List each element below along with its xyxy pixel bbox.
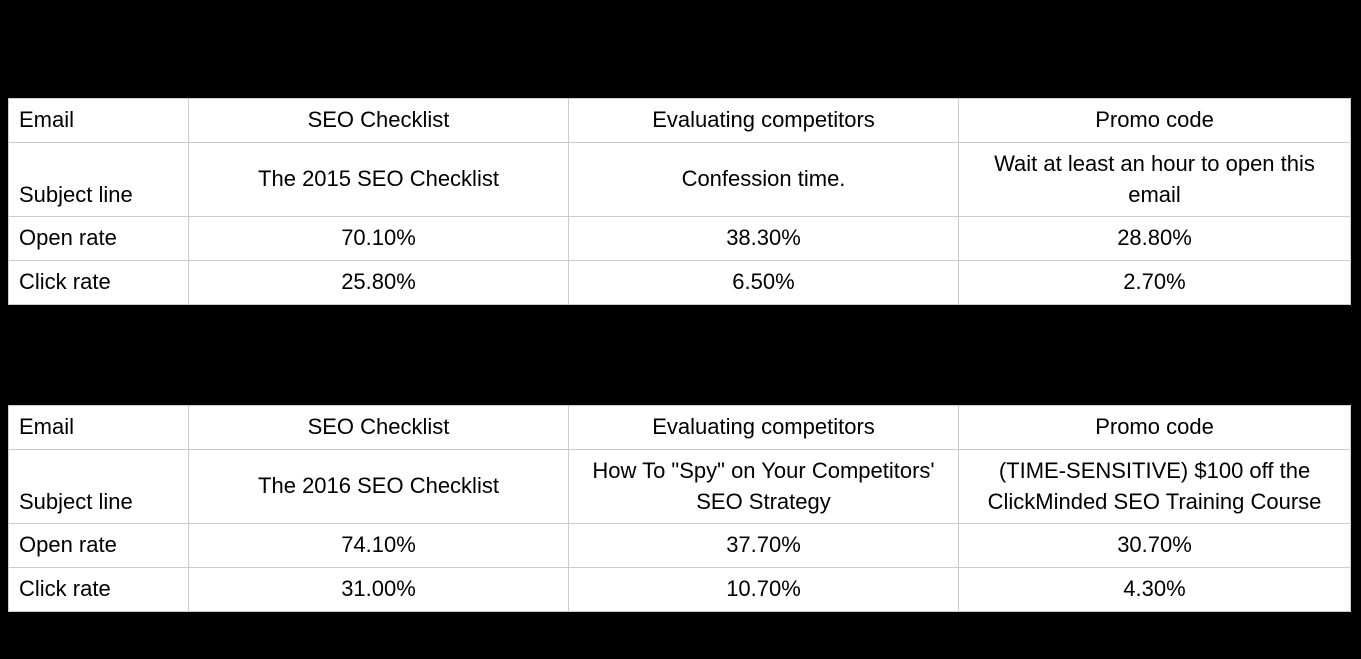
table-row: Email SEO Checklist Evaluating competito…	[9, 405, 1351, 449]
table-row: Open rate 70.10% 38.30% 28.80%	[9, 217, 1351, 261]
cell-email: SEO Checklist	[189, 405, 569, 449]
cell-open-rate: 74.10%	[189, 524, 569, 568]
cell-click-rate: 10.70%	[569, 568, 959, 612]
cell-click-rate: 31.00%	[189, 568, 569, 612]
cell-open-rate: 28.80%	[959, 217, 1351, 261]
cell-email: Promo code	[959, 99, 1351, 143]
table-row: Click rate 25.80% 6.50% 2.70%	[9, 261, 1351, 305]
row-label-email: Email	[9, 99, 189, 143]
cell-open-rate: 70.10%	[189, 217, 569, 261]
table-spacer	[0, 305, 1361, 405]
row-label-open-rate: Open rate	[9, 217, 189, 261]
tables-container: Email SEO Checklist Evaluating competito…	[0, 0, 1361, 612]
table-row: Subject line The 2016 SEO Checklist How …	[9, 449, 1351, 524]
cell-click-rate: 6.50%	[569, 261, 959, 305]
top-spacer	[0, 0, 1361, 98]
row-label-click-rate: Click rate	[9, 261, 189, 305]
table-row: Email SEO Checklist Evaluating competito…	[9, 99, 1351, 143]
row-label-email: Email	[9, 405, 189, 449]
cell-email: Evaluating competitors	[569, 99, 959, 143]
cell-click-rate: 25.80%	[189, 261, 569, 305]
cell-email: Promo code	[959, 405, 1351, 449]
email-stats-table-1: Email SEO Checklist Evaluating competito…	[8, 98, 1351, 305]
cell-email: Evaluating competitors	[569, 405, 959, 449]
cell-click-rate: 4.30%	[959, 568, 1351, 612]
cell-open-rate: 37.70%	[569, 524, 959, 568]
row-label-subject: Subject line	[9, 449, 189, 524]
table-row: Subject line The 2015 SEO Checklist Conf…	[9, 142, 1351, 217]
row-label-open-rate: Open rate	[9, 524, 189, 568]
row-label-click-rate: Click rate	[9, 568, 189, 612]
cell-subject: The 2015 SEO Checklist	[189, 142, 569, 217]
cell-subject: (TIME-SENSITIVE) $100 off the ClickMinde…	[959, 449, 1351, 524]
table-row: Click rate 31.00% 10.70% 4.30%	[9, 568, 1351, 612]
cell-subject: Confession time.	[569, 142, 959, 217]
cell-open-rate: 30.70%	[959, 524, 1351, 568]
cell-email: SEO Checklist	[189, 99, 569, 143]
cell-subject: The 2016 SEO Checklist	[189, 449, 569, 524]
table-row: Open rate 74.10% 37.70% 30.70%	[9, 524, 1351, 568]
cell-open-rate: 38.30%	[569, 217, 959, 261]
cell-click-rate: 2.70%	[959, 261, 1351, 305]
email-stats-table-2: Email SEO Checklist Evaluating competito…	[8, 405, 1351, 612]
cell-subject: How To "Spy" on Your Competitors' SEO St…	[569, 449, 959, 524]
row-label-subject: Subject line	[9, 142, 189, 217]
cell-subject: Wait at least an hour to open this email	[959, 142, 1351, 217]
